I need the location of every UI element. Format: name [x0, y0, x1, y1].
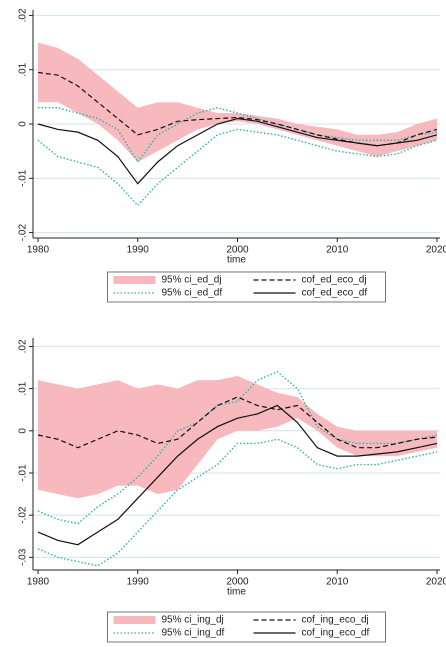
y-tick-label: -.03 — [18, 548, 29, 566]
legend-swatch — [113, 276, 156, 284]
legend-label: cof_ed_eco_df — [302, 288, 368, 299]
y-tick-label: .01 — [18, 62, 29, 76]
line — [37, 106, 438, 164]
x-tick-label: 1980 — [27, 577, 50, 588]
x-tick-label: 1990 — [127, 577, 150, 588]
x-tick-label: 2020 — [426, 245, 446, 256]
x-tick-label: 2020 — [426, 577, 446, 588]
y-tick-label: -.02 — [18, 506, 29, 524]
x-tick-label: 1980 — [27, 245, 50, 256]
line — [37, 438, 438, 567]
x-tick-label: 2010 — [326, 245, 349, 256]
y-tick-label: .01 — [18, 381, 29, 395]
y-tick-label: -.02 — [18, 224, 29, 242]
y-tick-label: 0 — [18, 428, 29, 434]
line — [37, 404, 438, 546]
x-axis-label: time — [227, 587, 246, 598]
line — [37, 117, 438, 185]
line — [37, 396, 438, 449]
y-tick-label: -.01 — [18, 464, 29, 482]
x-axis-label: time — [227, 255, 246, 266]
legend-label: cof_ing_eco_dj — [302, 615, 369, 626]
ci-band — [37, 375, 438, 499]
legend-label: 95% ci_ing_df — [162, 628, 225, 639]
x-tick-label: 1990 — [127, 245, 150, 256]
y-tick-label: 0 — [18, 121, 29, 127]
y-tick-label: -.01 — [18, 169, 29, 187]
y-tick-label: .02 — [18, 8, 29, 22]
legend-label: 95% ci_ed_dj — [162, 275, 222, 286]
x-tick-label: 2000 — [226, 577, 249, 588]
legend-label: 95% ci_ed_df — [162, 288, 223, 299]
legend-label: cof_ed_eco_dj — [302, 275, 367, 286]
legend-swatch — [113, 616, 156, 624]
ci-band — [37, 42, 438, 163]
y-tick-label: .02 — [18, 339, 29, 353]
x-tick-label: 2010 — [326, 577, 349, 588]
legend-label: cof_ing_eco_df — [302, 628, 370, 639]
legend-label: 95% ci_ing_dj — [162, 615, 224, 626]
x-tick-label: 2000 — [226, 245, 249, 256]
line — [37, 128, 438, 207]
line — [37, 370, 438, 525]
